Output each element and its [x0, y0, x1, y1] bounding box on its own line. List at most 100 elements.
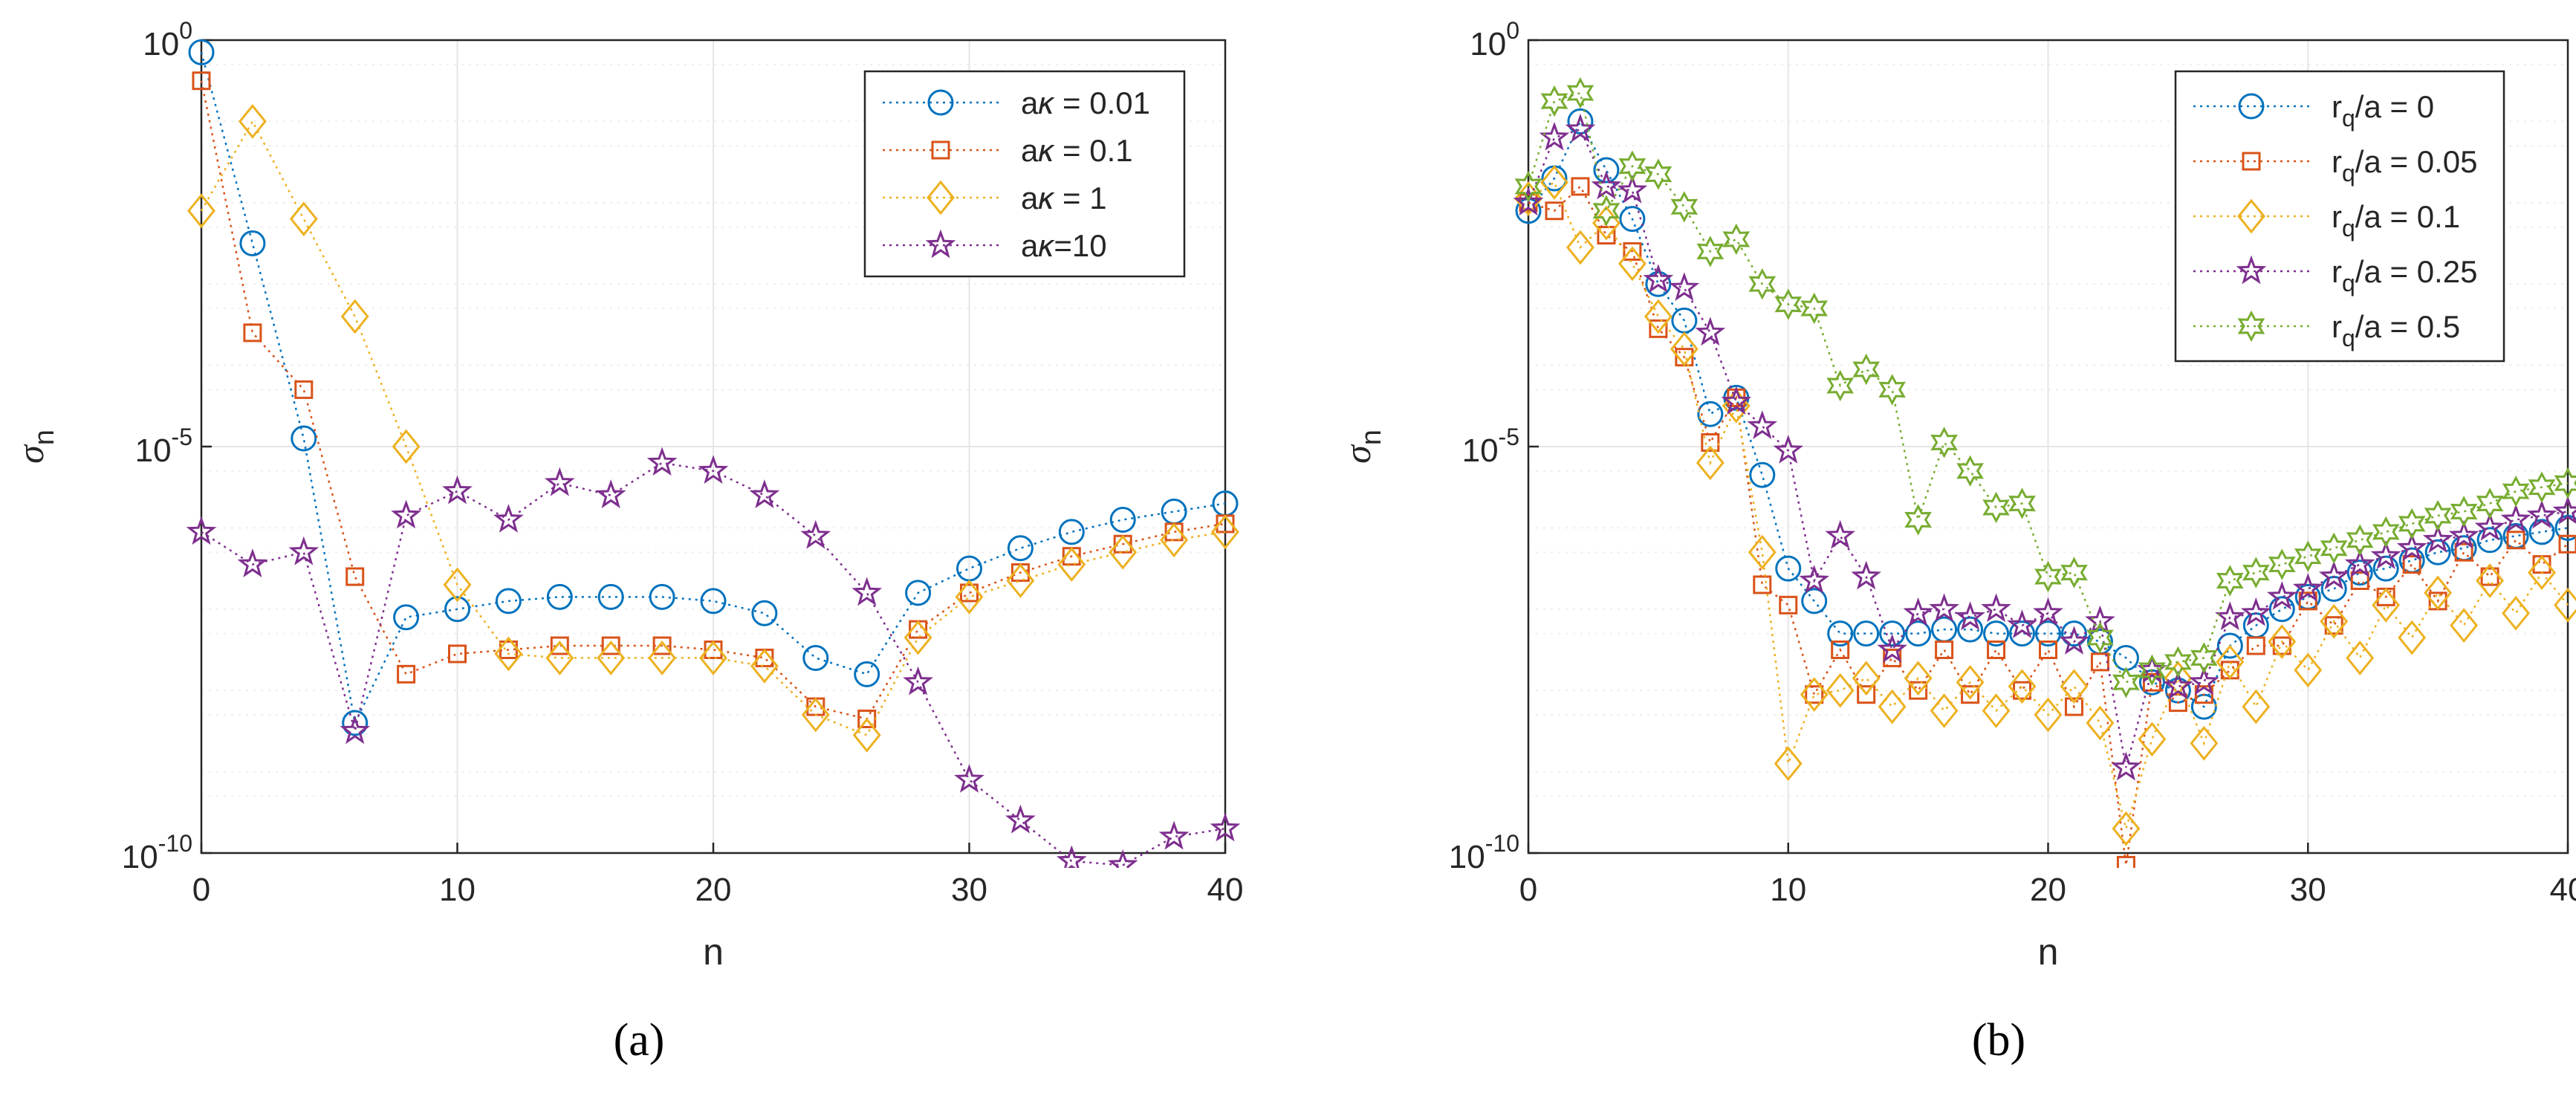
data-point [2116, 855, 2135, 868]
data-point [1643, 264, 1674, 294]
data-point [2552, 496, 2576, 525]
data-point [1956, 664, 1985, 700]
data-point [2424, 539, 2451, 565]
data-point [802, 644, 829, 671]
legend-box [863, 70, 1186, 278]
data-point [2424, 499, 2452, 532]
data-point [1800, 292, 1829, 325]
data-point [2034, 560, 2062, 593]
data-point [2346, 524, 2374, 556]
data-point [652, 636, 672, 655]
data-point [1644, 158, 1673, 190]
data-point [2216, 565, 2244, 597]
data-point [1617, 175, 1648, 204]
data-point [2060, 557, 2088, 588]
legend-label: a𝜅 = 0.01 [1021, 85, 1150, 120]
data-point [649, 583, 675, 610]
x-tick-label: 20 [2030, 872, 2066, 908]
data-point [1540, 165, 1568, 200]
data-point [442, 475, 473, 505]
data-point [186, 516, 217, 545]
data-point [2346, 560, 2373, 586]
data-point [1903, 597, 1933, 626]
data-point [2554, 587, 2576, 623]
data-point [1158, 820, 1190, 850]
legend-marker [927, 89, 954, 116]
data-point [2246, 636, 2265, 655]
series-1 [188, 39, 1239, 736]
data-point [1981, 593, 2011, 623]
data-point [595, 479, 626, 508]
series-group [186, 39, 1241, 868]
data-point [2242, 557, 2270, 588]
data-point [1696, 236, 1725, 267]
legend-entry: a𝜅 = 0.1 [883, 133, 1133, 168]
data-point [1669, 272, 1700, 301]
data-point [1883, 648, 1902, 667]
x-tick-label: 0 [192, 872, 210, 908]
data-point [2007, 609, 2037, 638]
data-point [1801, 588, 1828, 615]
data-point [954, 764, 984, 793]
data-point [1748, 534, 1777, 570]
y-tick-label: 100 [143, 17, 192, 62]
data-point [2372, 587, 2401, 623]
data-point [1805, 685, 1824, 704]
x-tick-label: 40 [1207, 872, 1244, 908]
legend-label: rq/a = 0.5 [2332, 309, 2460, 351]
data-point [1670, 331, 1699, 367]
data-point [2064, 697, 2083, 716]
data-point [1649, 319, 1668, 338]
data-point [1722, 223, 1751, 256]
legend-entry: a𝜅 = 0.01 [883, 85, 1150, 120]
data-point [1831, 641, 1850, 659]
data-point [2112, 811, 2141, 846]
data-point [2008, 669, 2037, 704]
data-point [2500, 504, 2531, 533]
data-point [1879, 620, 1906, 647]
legend-marker [931, 140, 950, 160]
data-point [1853, 620, 1880, 647]
data-point [1210, 812, 1241, 842]
legend-entry: rq/a = 0.05 [2193, 144, 2477, 187]
legend-marker [2237, 310, 2265, 343]
data-point [749, 479, 780, 508]
data-point [903, 620, 932, 655]
data-point [1696, 445, 1725, 481]
data-point [545, 641, 574, 675]
data-point [2554, 467, 2576, 499]
data-point [1935, 641, 1954, 659]
data-point [699, 641, 727, 675]
data-point [1057, 547, 1086, 583]
data-point [1109, 506, 1136, 533]
data-point [188, 39, 215, 65]
data-point [2424, 575, 2453, 611]
data-point [2190, 725, 2219, 761]
y-tick-label: 100 [1470, 17, 1519, 62]
legend-label: rq/a = 0.25 [2332, 254, 2477, 296]
data-point [1005, 804, 1036, 834]
data-point [2164, 646, 2192, 678]
data-point [1749, 461, 1776, 488]
data-point [1109, 534, 1138, 570]
data-point [289, 201, 318, 237]
data-point [448, 644, 467, 664]
data-point [2398, 620, 2427, 655]
data-point [391, 499, 421, 529]
data-point [1957, 616, 1984, 643]
legend-marker [2236, 255, 2267, 285]
data-point [2344, 548, 2375, 577]
data-point [1006, 563, 1035, 598]
data-point [1775, 555, 1802, 582]
y-tick-label: 10-10 [122, 830, 192, 875]
data-point [1007, 535, 1034, 562]
data-point [345, 567, 365, 586]
data-point [1107, 849, 1138, 868]
data-point [2060, 669, 2089, 704]
data-point [2190, 642, 2218, 674]
data-point [1961, 685, 1980, 704]
legend-marker [2237, 198, 2265, 234]
data-point [2422, 524, 2453, 554]
series-2 [1519, 177, 2576, 868]
